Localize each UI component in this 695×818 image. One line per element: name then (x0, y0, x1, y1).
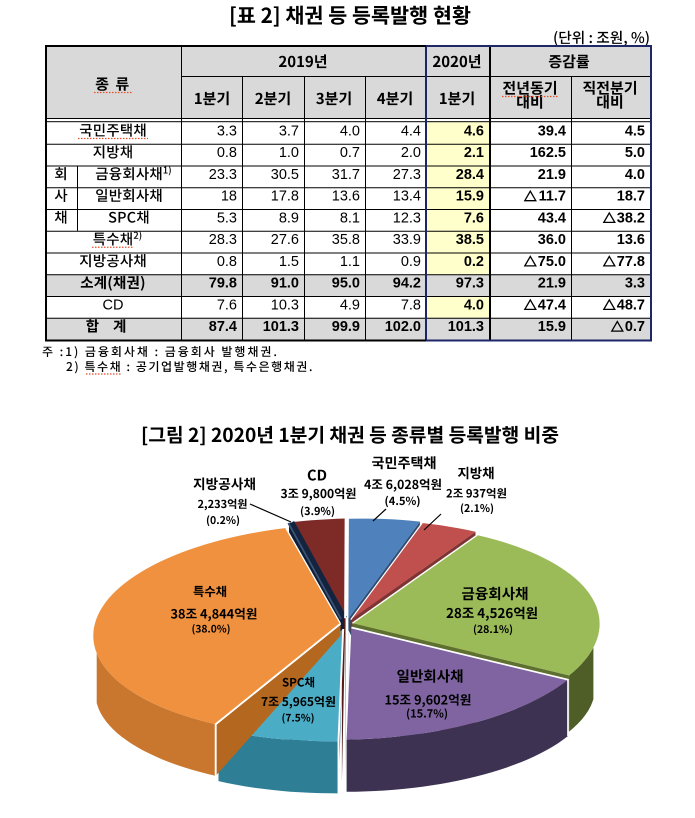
svg-text:4.0: 4.0 (625, 167, 645, 183)
svg-text:102.0: 102.0 (385, 319, 421, 335)
svg-text:91.0: 91.0 (271, 276, 299, 292)
svg-text:1.5: 1.5 (279, 254, 299, 270)
svg-text:21.9: 21.9 (538, 167, 566, 183)
svg-text:38.2: 38.2 (617, 210, 645, 226)
svg-text:33.9: 33.9 (393, 232, 421, 248)
svg-text:13.4: 13.4 (393, 189, 421, 205)
svg-text:4.6: 4.6 (464, 123, 484, 139)
svg-text:97.3: 97.3 (456, 276, 484, 292)
svg-text:10.3: 10.3 (271, 297, 299, 313)
svg-text:75.0: 75.0 (538, 254, 566, 270)
svg-text:15.9: 15.9 (456, 189, 484, 205)
svg-text:1.1: 1.1 (340, 254, 360, 270)
svg-text:3.3: 3.3 (217, 123, 237, 139)
svg-text:2.0: 2.0 (401, 145, 421, 161)
svg-text:101.3: 101.3 (263, 319, 299, 335)
svg-text:3.7: 3.7 (279, 123, 299, 139)
svg-text:101.3: 101.3 (448, 319, 484, 335)
svg-text:27.6: 27.6 (271, 232, 299, 248)
svg-text:79.8: 79.8 (209, 276, 237, 292)
svg-text:4.4: 4.4 (401, 123, 421, 139)
svg-text:47.4: 47.4 (538, 297, 566, 313)
svg-text:39.4: 39.4 (538, 123, 566, 139)
svg-text:18.7: 18.7 (617, 189, 645, 205)
svg-text:0.7: 0.7 (340, 145, 360, 161)
svg-text:4.9: 4.9 (340, 297, 360, 313)
svg-text:0.7: 0.7 (625, 319, 645, 335)
svg-text:7.8: 7.8 (401, 297, 421, 313)
svg-text:15.9: 15.9 (538, 319, 566, 335)
svg-text:28.3: 28.3 (209, 232, 237, 248)
svg-text:CD: CD (103, 298, 124, 314)
svg-text:5.3: 5.3 (217, 210, 237, 226)
svg-text:35.8: 35.8 (332, 232, 360, 248)
svg-text:162.5: 162.5 (530, 145, 566, 161)
svg-text:38.5: 38.5 (456, 232, 484, 248)
svg-text:77.8: 77.8 (617, 254, 645, 270)
svg-text:13.6: 13.6 (617, 232, 645, 248)
svg-text:0.8: 0.8 (217, 145, 237, 161)
svg-text:0.2: 0.2 (464, 254, 484, 270)
svg-text:18: 18 (221, 189, 237, 205)
svg-text:4.0: 4.0 (464, 297, 484, 313)
svg-text:5.0: 5.0 (625, 145, 645, 161)
svg-text:48.7: 48.7 (617, 297, 645, 313)
svg-text:2.1: 2.1 (464, 145, 484, 161)
svg-text:0.8: 0.8 (217, 254, 237, 270)
svg-text:17.8: 17.8 (271, 189, 299, 205)
svg-text:0.9: 0.9 (401, 254, 421, 270)
svg-text:36.0: 36.0 (538, 232, 566, 248)
svg-text:1.0: 1.0 (279, 145, 299, 161)
svg-text:13.6: 13.6 (332, 189, 360, 205)
svg-text:11.7: 11.7 (539, 189, 566, 205)
svg-text:30.5: 30.5 (271, 167, 299, 183)
svg-text:4.5: 4.5 (625, 123, 645, 139)
svg-text:8.9: 8.9 (279, 210, 299, 226)
svg-text:3.3: 3.3 (625, 276, 645, 292)
svg-text:21.9: 21.9 (538, 276, 566, 292)
svg-text:4.0: 4.0 (340, 123, 360, 139)
svg-text:87.4: 87.4 (209, 319, 237, 335)
svg-text:27.3: 27.3 (393, 167, 421, 183)
svg-text:7.6: 7.6 (464, 210, 484, 226)
svg-text:94.2: 94.2 (393, 276, 421, 292)
svg-text:43.4: 43.4 (538, 210, 566, 226)
svg-text:12.3: 12.3 (393, 210, 421, 226)
svg-text:8.1: 8.1 (340, 210, 360, 226)
svg-text:23.3: 23.3 (209, 167, 237, 183)
svg-text:95.0: 95.0 (332, 276, 360, 292)
svg-text:28.4: 28.4 (456, 167, 484, 183)
svg-text:7.6: 7.6 (217, 297, 237, 313)
svg-text:99.9: 99.9 (332, 319, 360, 335)
svg-text:31.7: 31.7 (332, 167, 360, 183)
